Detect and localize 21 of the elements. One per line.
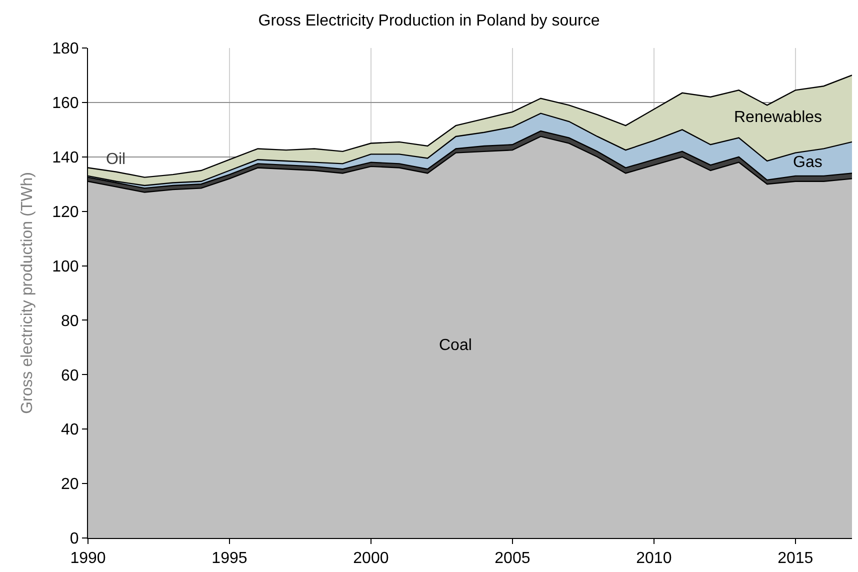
x-tick-label: 1995 xyxy=(212,550,248,568)
series-label: Coal xyxy=(439,337,472,354)
y-tick-label: 80 xyxy=(61,312,79,330)
x-tick-label: 1990 xyxy=(70,550,106,568)
y-tick-label: 0 xyxy=(70,530,79,548)
y-tick-label: 40 xyxy=(61,422,79,439)
chart-title: Gross Electricity Production in Poland by source xyxy=(258,12,600,30)
y-tick-label: 20 xyxy=(61,476,79,494)
y-tick-label: 180 xyxy=(52,40,79,58)
y-tick-label: 120 xyxy=(52,204,79,221)
y-tick-label: 60 xyxy=(61,367,79,384)
y-tick-label: 140 xyxy=(52,149,79,166)
y-axis-title: Gross electricity production (TWh) xyxy=(18,172,36,414)
x-tick-label: 2005 xyxy=(494,550,530,568)
x-tick-label: 2000 xyxy=(353,550,389,568)
x-tick-label: 2010 xyxy=(636,550,672,568)
y-tick-label: 160 xyxy=(52,95,79,112)
series-label: Renewables xyxy=(734,109,822,126)
y-tick-label: 100 xyxy=(52,258,79,276)
series-label: Gas xyxy=(793,154,822,171)
x-tick-label: 2015 xyxy=(778,550,814,568)
